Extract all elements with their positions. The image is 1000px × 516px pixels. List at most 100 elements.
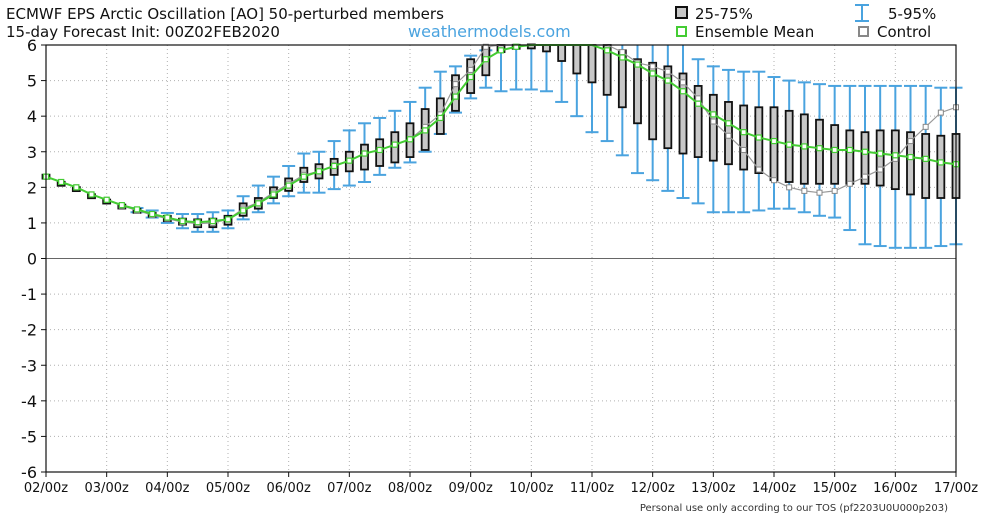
y-tick-label: -6	[21, 463, 37, 482]
legend-label-whisker: 5-95%	[888, 5, 936, 23]
legend-mean-swatch	[676, 26, 687, 37]
mean-marker	[664, 77, 671, 84]
mean-series	[42, 43, 960, 226]
control-marker	[619, 49, 626, 56]
chart-title-line1: ECMWF EPS Arctic Oscillation [AO] 50-per…	[6, 5, 444, 23]
mean-marker	[194, 219, 201, 226]
grid	[46, 45, 956, 472]
iqr-box	[739, 104, 749, 171]
legend-item-mean: Ensemble Mean	[676, 23, 814, 41]
y-tick-label: -2	[21, 321, 37, 340]
control-marker	[771, 177, 777, 184]
mean-marker	[649, 70, 656, 77]
mean-marker	[88, 191, 95, 198]
legend-control-swatch	[858, 26, 869, 37]
control-marker	[695, 95, 702, 102]
mean-marker	[831, 146, 838, 154]
y-tick-label: -1	[21, 285, 37, 304]
control-marker	[907, 138, 914, 145]
mean-marker	[695, 100, 702, 107]
control-marker	[846, 180, 853, 187]
mean-marker	[179, 218, 186, 225]
mean-marker	[406, 136, 414, 143]
mean-marker	[73, 184, 80, 191]
mean-marker	[376, 146, 383, 154]
mean-marker	[285, 182, 292, 189]
iqr-box	[875, 129, 885, 187]
legend-label-box: 25-75%	[695, 5, 753, 23]
y-tick-label: 3	[27, 143, 37, 162]
legend-item-whisker: 5-95%	[855, 4, 936, 23]
legend-box-swatch	[675, 6, 688, 19]
x-tick-label: 07/00z	[327, 481, 371, 496]
control-marker	[710, 118, 717, 125]
legend-item-control: Control	[858, 23, 931, 41]
mean-marker	[240, 207, 247, 214]
iqr-box	[921, 133, 931, 199]
control-marker	[467, 66, 474, 73]
mean-marker	[270, 191, 277, 198]
legend-item-box: 25-75%	[675, 5, 753, 23]
iqr-box	[693, 85, 703, 158]
iqr-box	[906, 131, 915, 196]
x-tick-label: 16/00z	[873, 481, 917, 496]
mean-marker	[346, 157, 353, 164]
legend: 25-75% 5-95% Ensemble Mean Control	[675, 4, 936, 41]
mean-marker	[103, 196, 110, 203]
x-tick-label: 10/00z	[509, 481, 553, 496]
mean-marker	[452, 93, 459, 100]
control-marker	[801, 187, 808, 194]
legend-label-mean: Ensemble Mean	[695, 23, 814, 41]
mean-marker	[937, 159, 944, 166]
mean-marker	[467, 73, 474, 81]
x-tick-label: 06/00z	[267, 481, 311, 496]
y-tick-label: -5	[21, 427, 37, 446]
mean-marker	[224, 216, 232, 223]
y-tick-label: -3	[21, 356, 37, 375]
control-marker	[725, 132, 732, 139]
mean-marker	[300, 173, 307, 180]
footer-note: Personal use only according to our TOS (…	[640, 503, 948, 514]
website-watermark: weathermodels.com	[408, 22, 571, 41]
control-marker	[831, 187, 838, 194]
iqr-box	[815, 118, 824, 185]
iqr-box	[648, 61, 658, 141]
iqr-box	[572, 44, 582, 75]
mean-marker	[164, 214, 171, 221]
mean-marker	[149, 210, 156, 218]
mean-marker	[255, 200, 262, 207]
y-tick-label: 1	[27, 214, 37, 233]
iqr-box	[587, 44, 597, 84]
x-tick-label: 12/00z	[631, 481, 675, 496]
x-tick-label: 11/00z	[570, 481, 614, 496]
iqr-box	[936, 134, 946, 199]
x-tick-label: 08/00z	[388, 481, 432, 496]
mean-marker	[422, 127, 429, 134]
control-marker	[482, 43, 489, 50]
iqr-box	[845, 129, 855, 185]
control-marker	[452, 81, 459, 88]
x-tick-label: 13/00z	[691, 481, 735, 496]
x-tick-label: 04/00z	[145, 481, 189, 496]
mean-marker	[786, 141, 793, 148]
mean-marker	[497, 47, 505, 54]
mean-marker	[907, 153, 914, 161]
mean-marker	[861, 148, 869, 155]
y-tick-label: -4	[21, 392, 37, 411]
x-tick-label: 17/00z	[934, 481, 978, 496]
chart-title-line2: 15-day Forecast Init: 00Z02FEB2020	[6, 23, 280, 41]
mean-marker	[816, 145, 823, 152]
x-tick-label: 05/00z	[206, 481, 250, 496]
legend-label-control: Control	[877, 23, 931, 41]
plot-frame	[45, 44, 957, 473]
control-marker	[922, 123, 929, 130]
control-marker	[877, 166, 884, 173]
mean-marker	[118, 202, 125, 209]
mean-marker	[58, 178, 65, 186]
control-marker	[664, 68, 671, 75]
x-tick-label: 02/00z	[24, 481, 68, 496]
mean-marker	[710, 111, 717, 118]
mean-marker	[437, 114, 444, 122]
iqr-box	[830, 124, 840, 185]
